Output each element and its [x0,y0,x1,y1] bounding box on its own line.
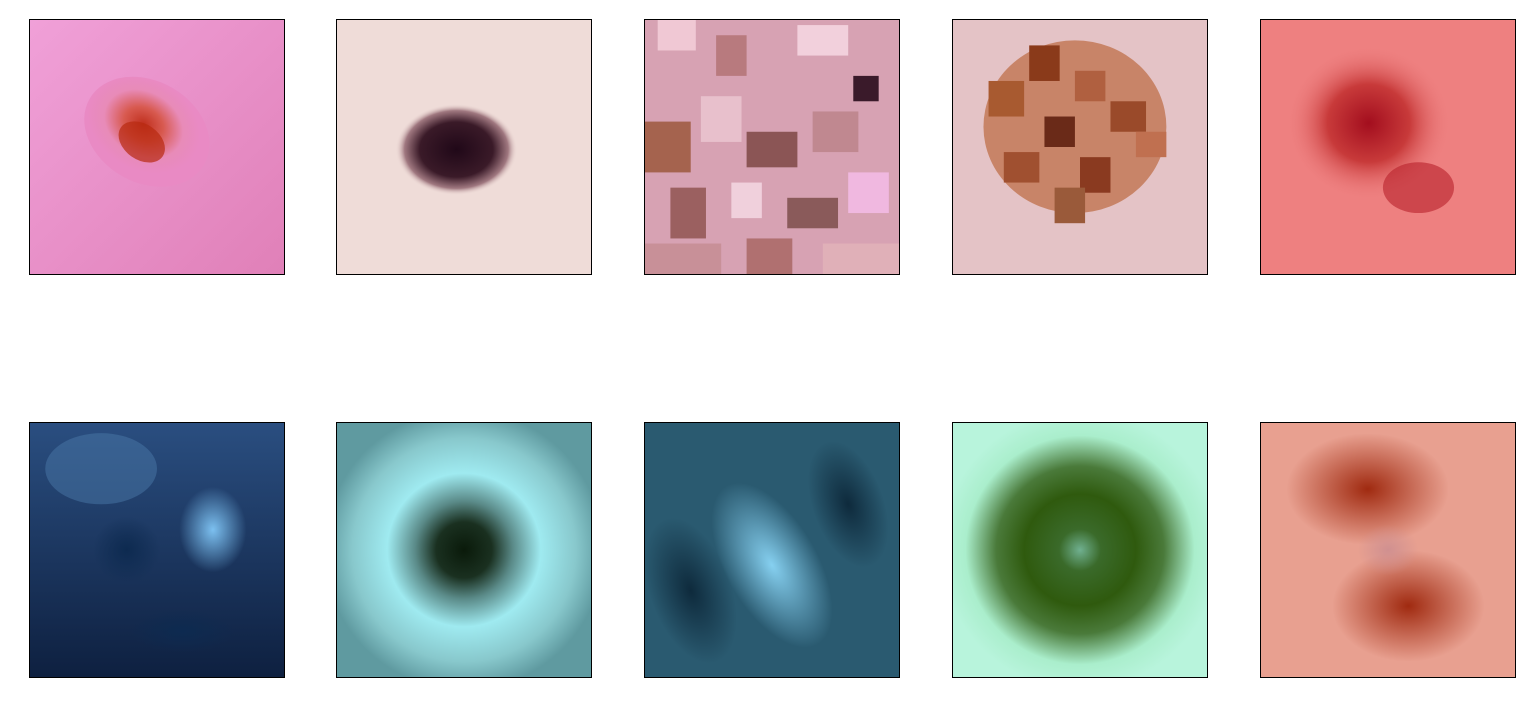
filter-visualization-3 [644,422,900,678]
filter-visualization-4 [952,422,1208,678]
lesion-image-1 [29,19,285,275]
lesion-image-5 [1260,19,1516,275]
lesion-image-3 [644,19,900,275]
filter-visualization-5 [1260,422,1516,678]
lesion-image-2 [336,19,592,275]
filter-visualization-2 [336,422,592,678]
filter-visualization-1 [29,422,285,678]
lesion-image-4 [952,19,1208,275]
